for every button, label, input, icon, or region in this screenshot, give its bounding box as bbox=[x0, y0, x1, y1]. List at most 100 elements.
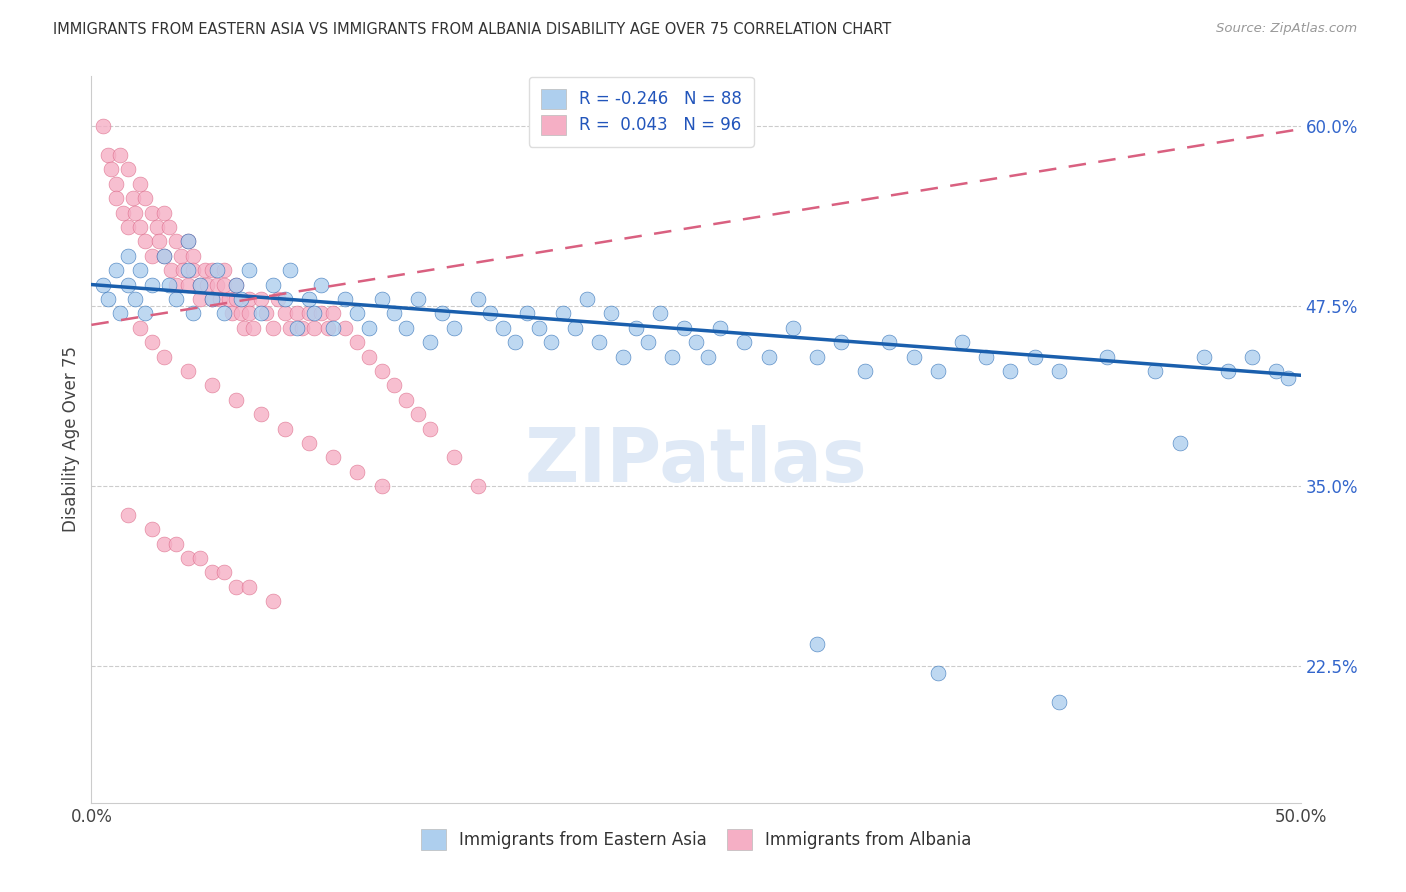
Point bbox=[298, 292, 321, 306]
Point bbox=[148, 235, 170, 249]
Point bbox=[430, 306, 453, 320]
Point bbox=[346, 335, 368, 350]
Point bbox=[600, 306, 623, 320]
Point bbox=[93, 277, 115, 292]
Point bbox=[232, 320, 254, 334]
Point bbox=[141, 249, 163, 263]
Point bbox=[274, 306, 297, 320]
Point bbox=[1241, 350, 1264, 364]
Point bbox=[637, 335, 659, 350]
Point bbox=[221, 306, 243, 320]
Point bbox=[97, 148, 120, 162]
Point bbox=[225, 392, 247, 407]
Point bbox=[177, 263, 200, 277]
Text: Source: ZipAtlas.com: Source: ZipAtlas.com bbox=[1216, 22, 1357, 36]
Point bbox=[208, 292, 231, 306]
Point bbox=[231, 292, 253, 306]
Point bbox=[879, 335, 901, 350]
Point bbox=[128, 177, 150, 191]
Point bbox=[302, 320, 325, 334]
Point bbox=[346, 306, 368, 320]
Point bbox=[205, 263, 228, 277]
Point bbox=[93, 119, 115, 133]
Point bbox=[225, 580, 247, 594]
Point bbox=[225, 292, 247, 306]
Point bbox=[1144, 364, 1167, 378]
Point bbox=[231, 306, 253, 320]
Point bbox=[298, 306, 321, 320]
Point bbox=[111, 205, 134, 219]
Point bbox=[298, 436, 321, 450]
Point bbox=[141, 205, 163, 219]
Point bbox=[141, 335, 163, 350]
Point bbox=[194, 263, 217, 277]
Point bbox=[188, 277, 211, 292]
Point bbox=[110, 306, 132, 320]
Point bbox=[225, 277, 247, 292]
Point bbox=[238, 263, 260, 277]
Point bbox=[527, 320, 550, 334]
Point bbox=[672, 320, 695, 334]
Point bbox=[830, 335, 852, 350]
Point bbox=[157, 219, 180, 234]
Point bbox=[927, 364, 949, 378]
Point bbox=[1000, 364, 1022, 378]
Point bbox=[134, 191, 156, 205]
Point bbox=[225, 277, 247, 292]
Point bbox=[467, 292, 489, 306]
Point bbox=[117, 162, 139, 177]
Point bbox=[124, 292, 146, 306]
Point bbox=[128, 263, 150, 277]
Point bbox=[419, 335, 441, 350]
Point bbox=[153, 205, 176, 219]
Point bbox=[97, 292, 120, 306]
Point bbox=[104, 191, 127, 205]
Point bbox=[254, 306, 277, 320]
Point bbox=[406, 407, 429, 421]
Point bbox=[661, 350, 683, 364]
Point bbox=[249, 292, 271, 306]
Point bbox=[104, 263, 127, 277]
Point bbox=[1047, 695, 1070, 709]
Point bbox=[188, 551, 211, 566]
Point bbox=[124, 205, 146, 219]
Point bbox=[479, 306, 502, 320]
Point bbox=[197, 277, 219, 292]
Point bbox=[624, 320, 647, 334]
Point bbox=[370, 364, 392, 378]
Point bbox=[278, 263, 301, 277]
Point bbox=[370, 292, 392, 306]
Point bbox=[165, 537, 187, 551]
Point bbox=[214, 566, 236, 580]
Point bbox=[214, 277, 236, 292]
Point bbox=[141, 277, 163, 292]
Point bbox=[262, 320, 284, 334]
Point bbox=[165, 235, 187, 249]
Point bbox=[588, 335, 610, 350]
Point bbox=[238, 292, 260, 306]
Point bbox=[121, 191, 143, 205]
Point bbox=[117, 249, 139, 263]
Point bbox=[370, 479, 392, 493]
Point bbox=[117, 277, 139, 292]
Point bbox=[467, 479, 489, 493]
Point bbox=[153, 537, 176, 551]
Point bbox=[134, 306, 156, 320]
Point bbox=[322, 450, 344, 465]
Point bbox=[172, 263, 194, 277]
Point bbox=[201, 566, 224, 580]
Point bbox=[359, 320, 381, 334]
Point bbox=[612, 350, 634, 364]
Point bbox=[950, 335, 973, 350]
Point bbox=[1047, 364, 1070, 378]
Point bbox=[181, 306, 204, 320]
Point bbox=[927, 666, 949, 681]
Point bbox=[177, 551, 200, 566]
Point bbox=[318, 320, 340, 334]
Point bbox=[382, 306, 405, 320]
Point bbox=[177, 235, 200, 249]
Point bbox=[262, 594, 284, 608]
Point bbox=[576, 292, 599, 306]
Point bbox=[160, 263, 183, 277]
Point bbox=[551, 306, 574, 320]
